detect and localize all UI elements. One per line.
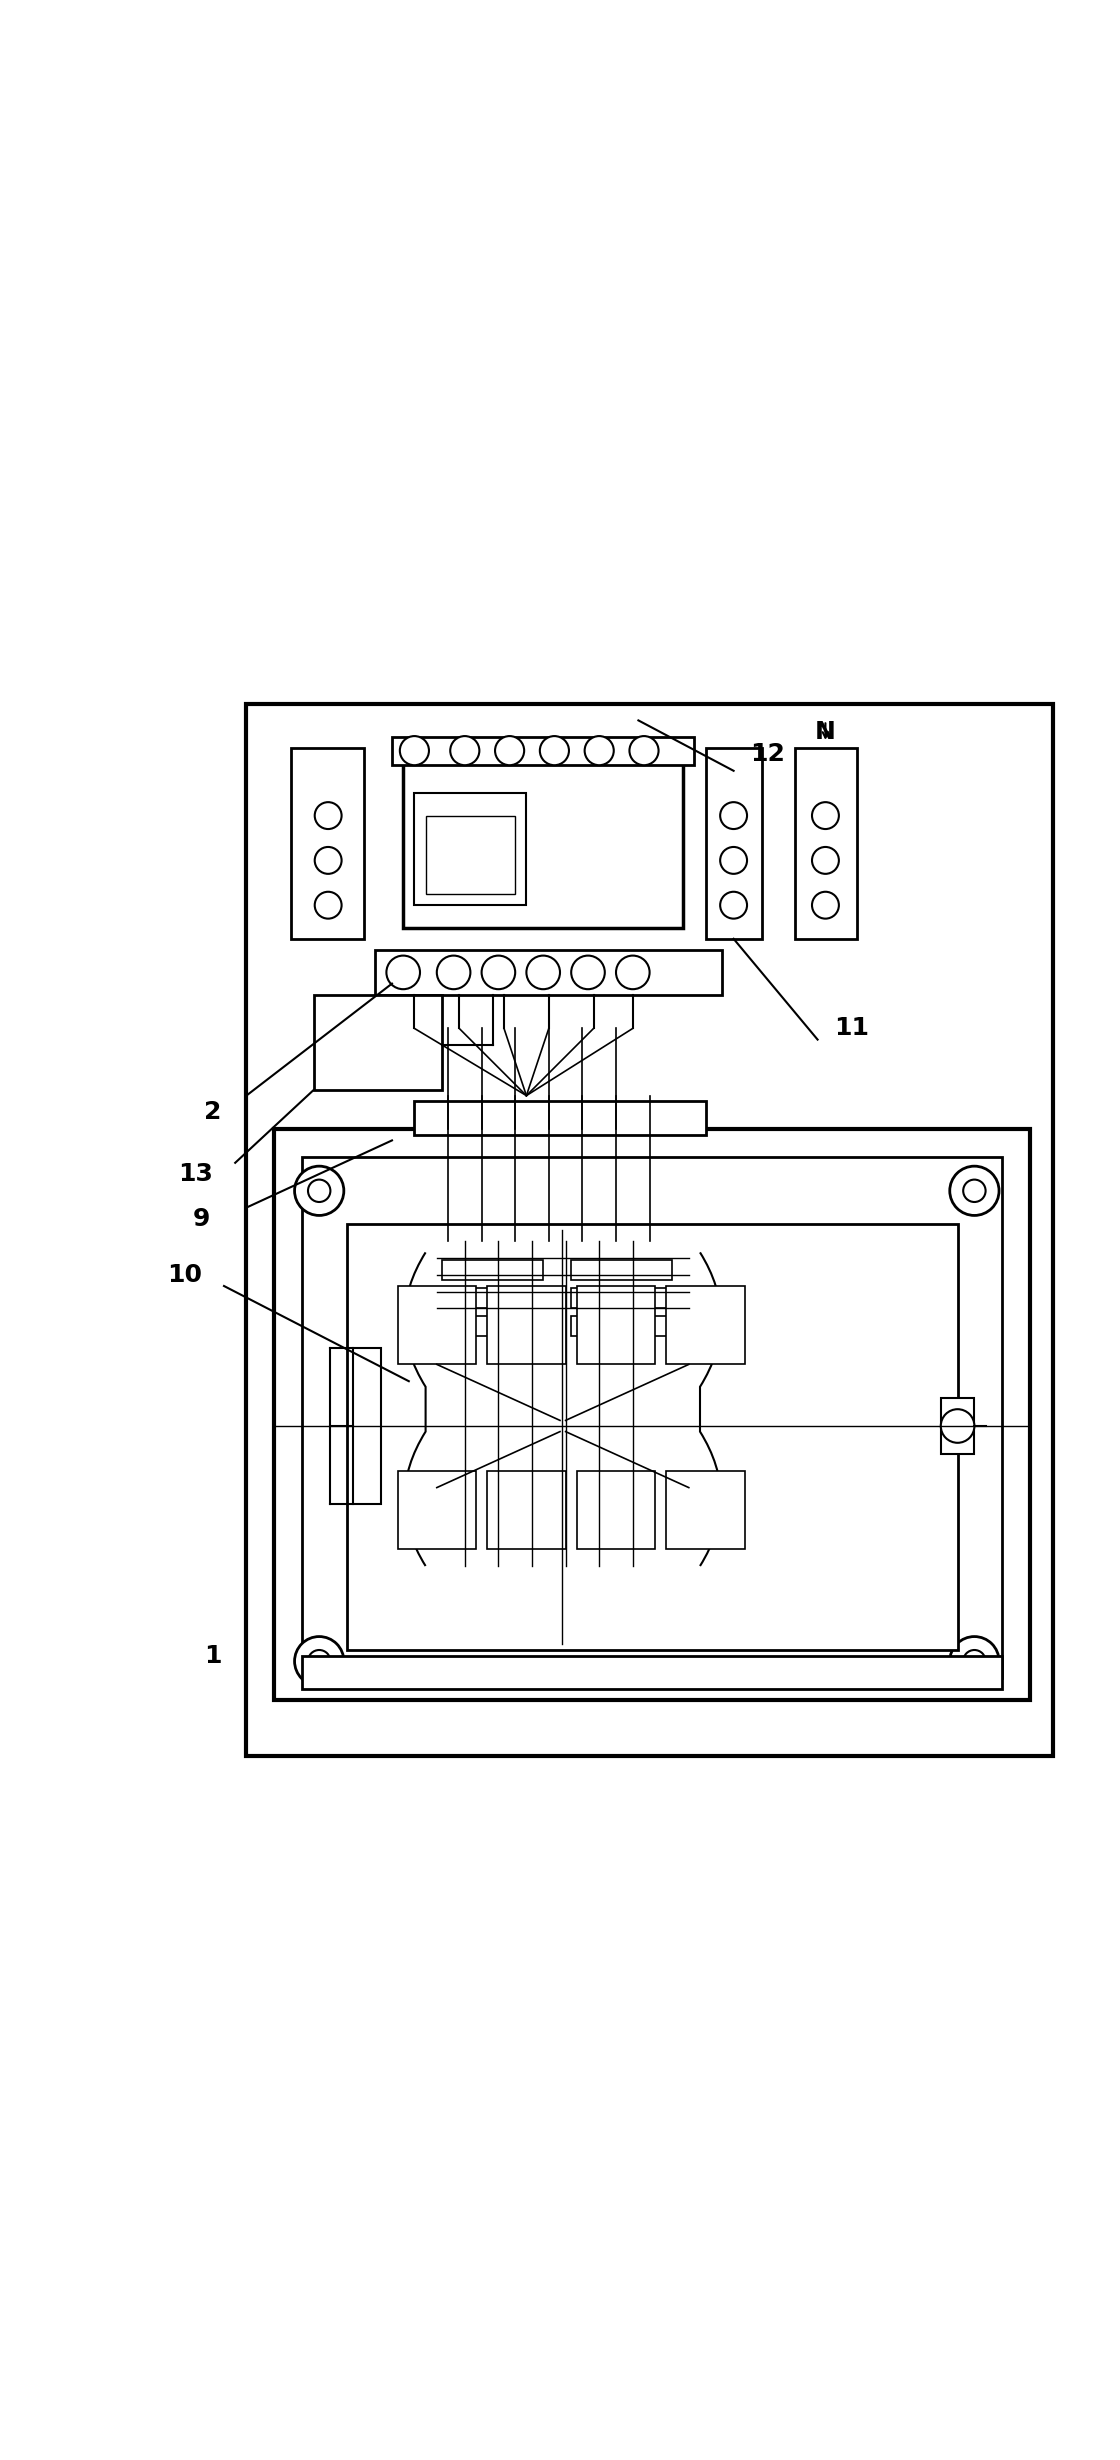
Circle shape [450,736,479,765]
Bar [302,1156,1002,1678]
Bar [302,1656,1002,1690]
Circle shape [386,954,420,989]
Bar [666,1471,745,1550]
Circle shape [540,736,569,765]
Text: 2: 2 [204,1100,222,1124]
Bar [666,1287,745,1365]
Circle shape [315,846,342,873]
Bar [571,1289,672,1309]
Circle shape [315,893,342,918]
Bar [398,1471,476,1550]
Bar [442,1316,543,1336]
Circle shape [812,893,839,918]
Circle shape [720,893,747,918]
Bar [414,792,526,905]
Circle shape [308,1181,330,1203]
Bar [571,1260,672,1279]
Bar [274,1129,1030,1700]
Text: 9: 9 [193,1208,211,1230]
Bar [375,950,722,994]
Circle shape [571,954,605,989]
Bar [487,1471,566,1550]
Circle shape [616,954,650,989]
Bar [577,1471,655,1550]
Circle shape [950,1636,999,1685]
Text: 12: 12 [749,743,785,765]
Text: 10: 10 [167,1262,203,1287]
Circle shape [963,1651,986,1673]
Text: 1: 1 [204,1643,222,1668]
Circle shape [526,954,560,989]
Circle shape [629,736,659,765]
Circle shape [308,1651,330,1673]
Bar [246,704,1053,1756]
Bar [414,1102,706,1134]
Circle shape [295,1166,344,1215]
Bar [426,817,515,893]
Bar [941,1397,974,1454]
Circle shape [295,1636,344,1685]
Text: 11: 11 [833,1016,869,1041]
Bar [795,748,857,940]
Bar [353,1348,381,1506]
Bar [571,1316,672,1336]
Circle shape [315,802,342,829]
Circle shape [963,1181,986,1203]
Text: 13: 13 [178,1161,214,1186]
Bar [392,738,694,765]
Circle shape [812,846,839,873]
Bar [398,1287,476,1365]
Bar [442,1260,543,1279]
Circle shape [437,954,470,989]
Circle shape [812,802,839,829]
Text: N: N [815,721,836,743]
Circle shape [482,954,515,989]
Bar [442,1289,543,1309]
Circle shape [720,846,747,873]
Circle shape [400,736,429,765]
Circle shape [495,736,524,765]
Circle shape [950,1166,999,1215]
Bar [403,755,683,927]
Bar [706,748,762,940]
Circle shape [720,802,747,829]
Bar [347,1225,958,1651]
Circle shape [585,736,614,765]
Bar [577,1287,655,1365]
Circle shape [941,1410,974,1444]
Bar [487,1287,566,1365]
Bar [291,748,364,940]
Bar [314,994,442,1090]
